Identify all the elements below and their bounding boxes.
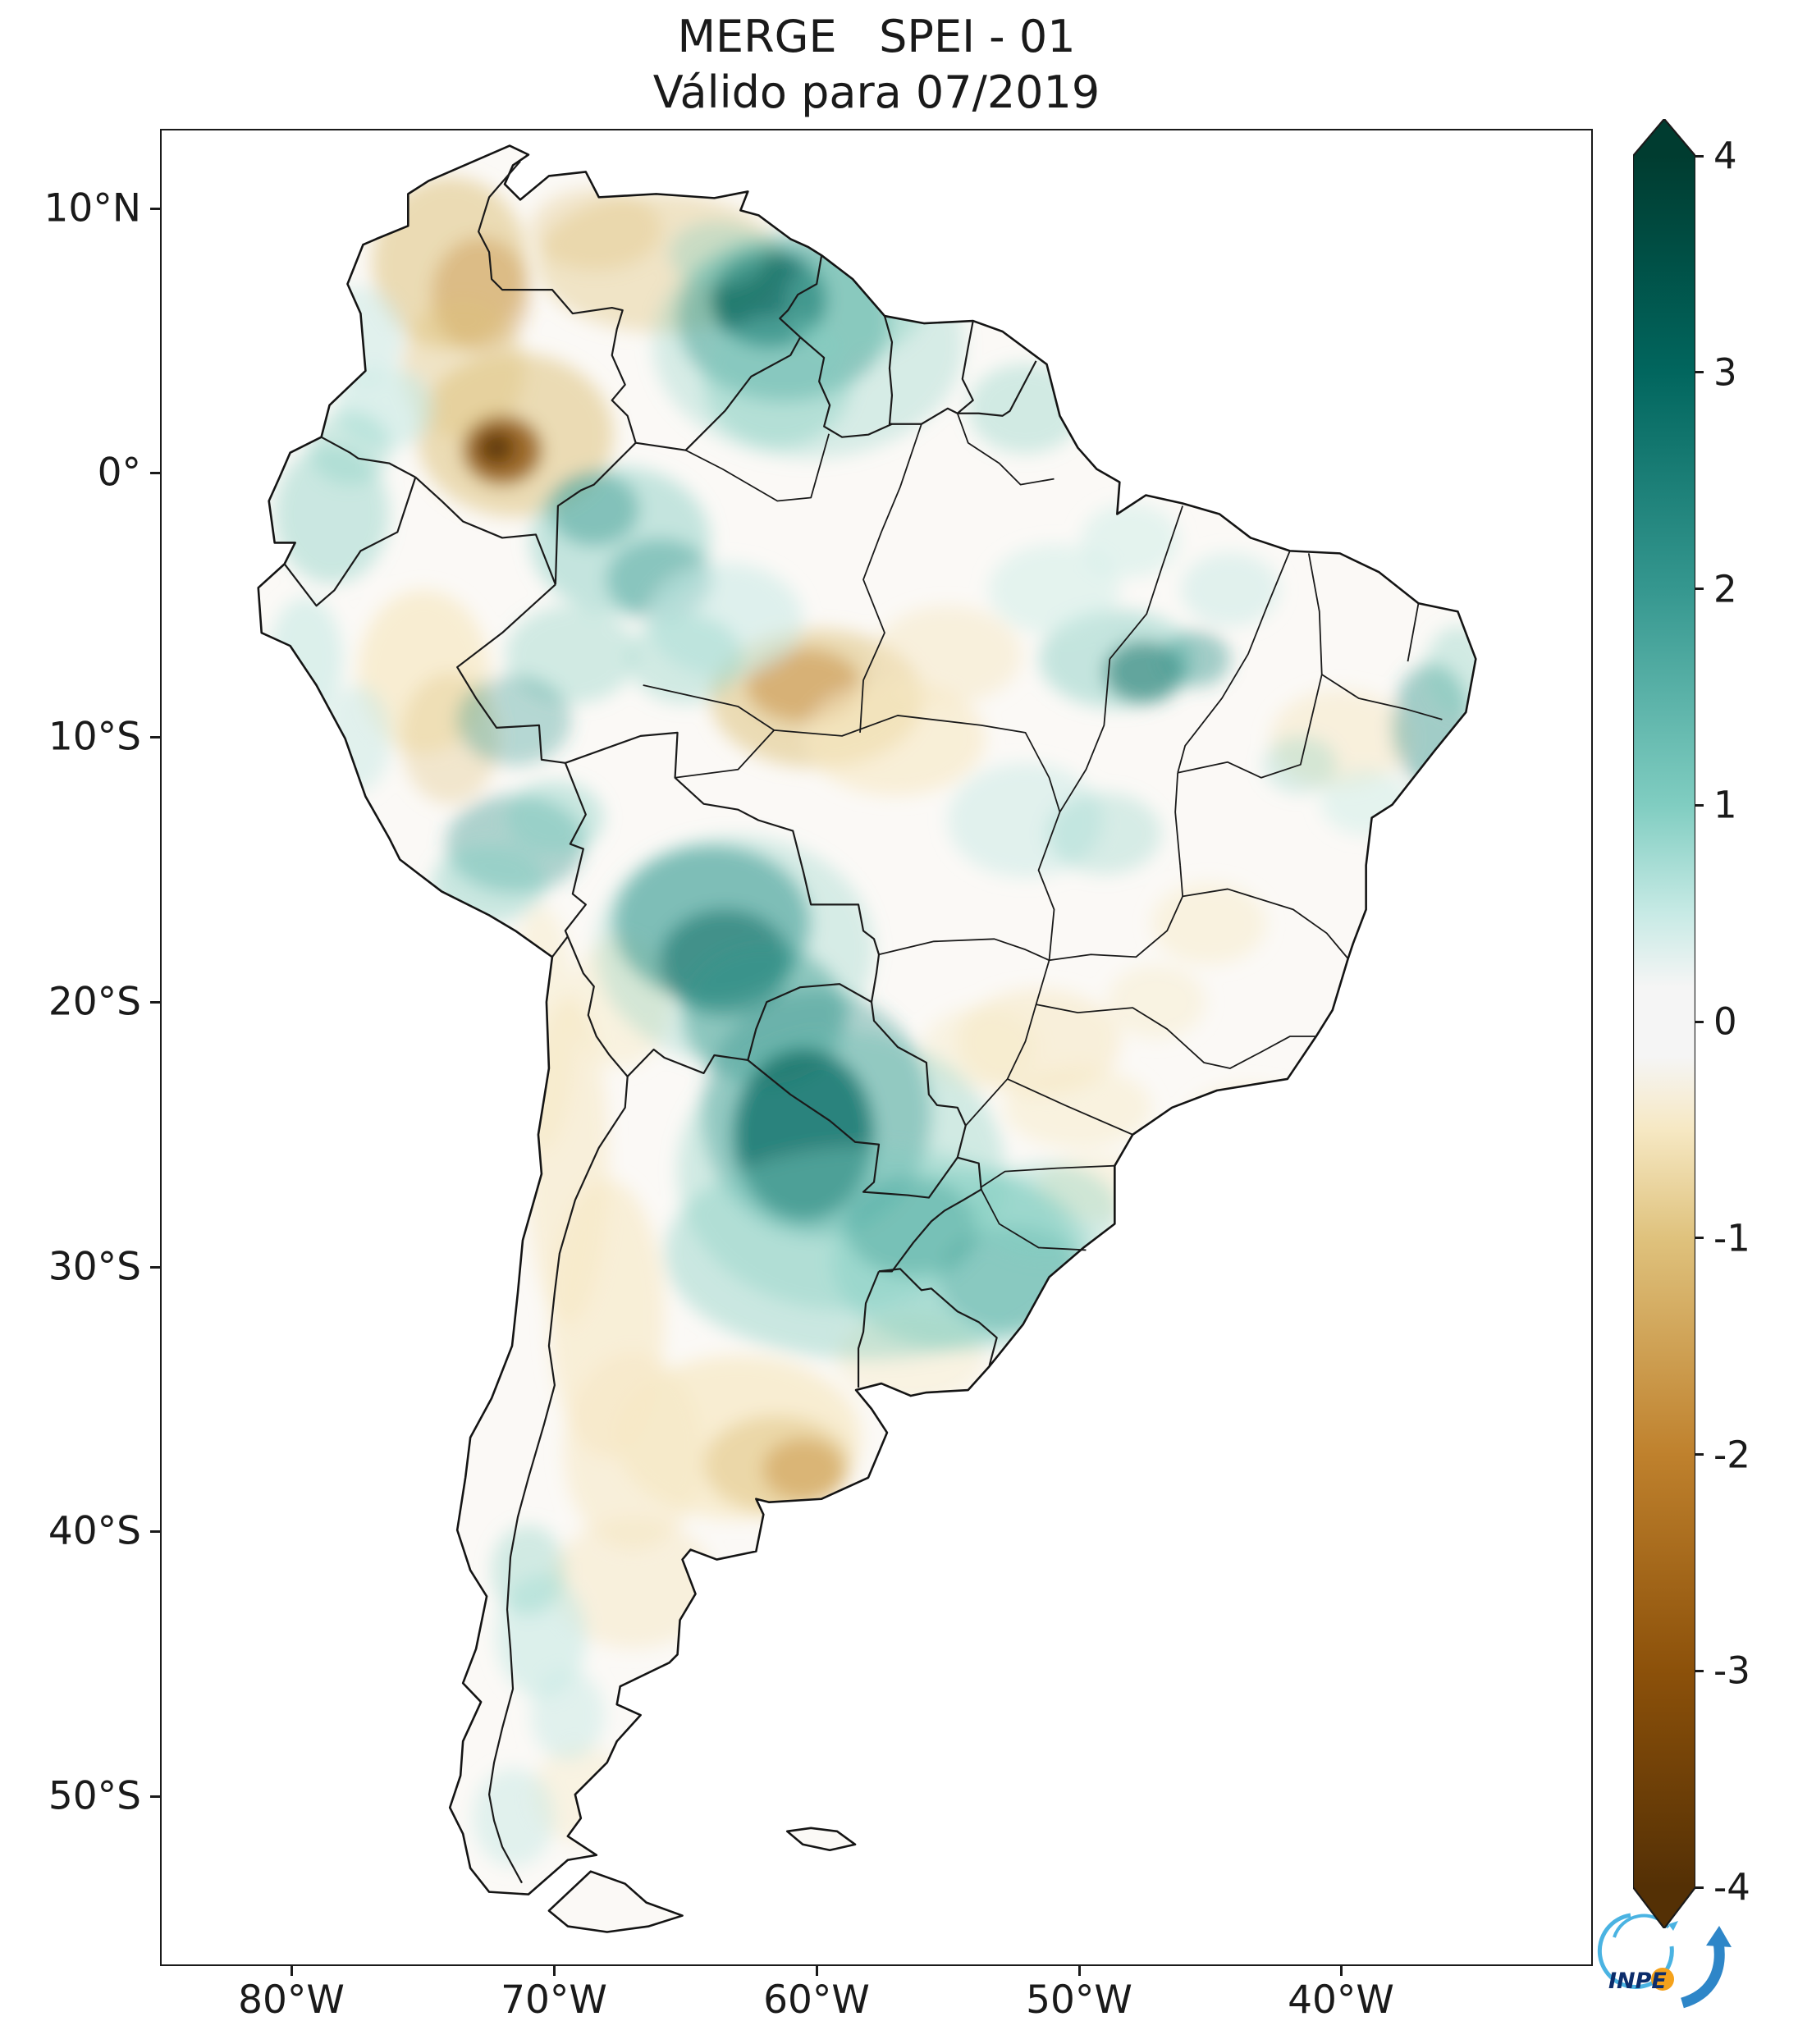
x-tick-label-50w: 50°W	[1026, 1978, 1132, 2023]
figure-subtitle: Válido para 07/2019	[652, 66, 1100, 118]
x-tick-label-60w: 60°W	[763, 1978, 870, 2023]
south-america-map	[257, 144, 1477, 1933]
y-tick-mark	[150, 472, 160, 474]
y-tick-mark	[150, 1795, 160, 1798]
x-tick-mark	[553, 1966, 556, 1976]
colorbar-tick-mark	[1695, 1021, 1704, 1023]
y-tick-mark	[150, 1001, 160, 1004]
y-tick-mark	[150, 208, 160, 210]
inpe-logo-graphic: INPE	[1597, 1913, 1732, 2009]
x-tick-label-80w: 80°W	[238, 1978, 345, 2023]
map-plot-area: INPE	[160, 129, 1732, 2009]
colorbar-tick-label-4: 4	[1713, 134, 1737, 178]
x-tick-mark	[1078, 1966, 1081, 1976]
inpe-logo: INPE	[1585, 1895, 1741, 2018]
colorbar-tick-mark	[1695, 1886, 1704, 1889]
x-tick-mark	[1340, 1966, 1343, 1976]
colorbar-tick-label-neg2: -2	[1713, 1433, 1750, 1477]
colorbar-tick-label-neg4: -4	[1713, 1865, 1750, 1909]
y-tick-mark	[150, 1266, 160, 1269]
coastline	[257, 144, 1477, 1933]
logo-orange-dot	[1651, 1968, 1674, 1991]
colorbar-tick-label-2: 2	[1713, 567, 1737, 611]
y-tick-label-30s: 30°S	[48, 1244, 141, 1290]
y-tick-mark	[150, 736, 160, 738]
colorbar-tick-mark	[1695, 371, 1704, 373]
x-tick-label-70w: 70°W	[501, 1978, 607, 2023]
logo-blue-arrowhead	[1706, 1926, 1732, 1947]
colorbar-tick-mark	[1695, 804, 1704, 807]
logo-text: INPE	[1608, 1969, 1667, 1994]
x-tick-label-40w: 40°W	[1288, 1978, 1394, 2023]
state-borders	[643, 413, 1443, 1251]
colorbar-tick-mark	[1695, 1453, 1704, 1456]
colorbar-tick-label-neg1: -1	[1713, 1216, 1750, 1260]
colorbar-tick-mark	[1695, 155, 1704, 158]
colorbar-tick-label-1: 1	[1713, 783, 1737, 827]
logo-swirl-arrowhead	[1668, 1921, 1678, 1931]
colorbar-tick-mark	[1695, 1670, 1704, 1672]
colorbar-tick-label-neg3: -3	[1713, 1648, 1750, 1693]
y-tick-label-0: 0°	[97, 450, 141, 496]
logo-blue-arrow	[1680, 1941, 1725, 2009]
y-tick-label-20s: 20°S	[48, 979, 141, 1025]
colorbar-gradient	[1633, 119, 1695, 1928]
colorbar-tick-label-0: 0	[1713, 999, 1737, 1044]
x-tick-mark	[816, 1966, 818, 1976]
figure-title: MERGE SPEI - 01	[677, 11, 1076, 62]
country-borders	[283, 160, 1037, 1884]
colorbar-tick-mark	[1695, 1237, 1704, 1239]
y-tick-mark	[150, 1530, 160, 1533]
y-tick-label-10n: 10°N	[43, 185, 141, 231]
y-tick-label-10s: 10°S	[48, 714, 141, 760]
colorbar-tick-label-3: 3	[1713, 350, 1737, 395]
x-tick-mark	[291, 1966, 293, 1976]
y-tick-label-40s: 40°S	[48, 1508, 141, 1554]
y-tick-label-50s: 50°S	[48, 1773, 141, 1819]
colorbar-tick-mark	[1695, 588, 1704, 590]
colorbar	[1633, 119, 1695, 1928]
